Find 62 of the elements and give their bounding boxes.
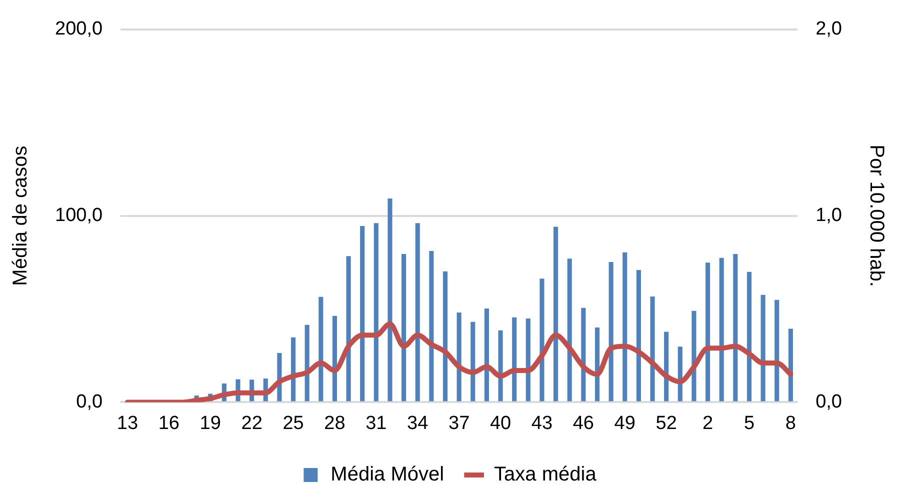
bar: [456, 312, 462, 402]
bar: [788, 328, 793, 402]
x-tick-label: 49: [614, 412, 636, 434]
x-tick-label: 8: [785, 412, 796, 434]
x-tick-label: 34: [407, 412, 429, 434]
x-tick-label: 31: [366, 412, 387, 434]
bar: [304, 324, 310, 402]
legend-label: Média Móvel: [330, 464, 444, 486]
y-tick-label: 100,0: [55, 205, 103, 226]
y2-tick-label: 2,0: [816, 18, 842, 40]
bar: [719, 258, 724, 402]
bar: [608, 262, 614, 402]
x-tick-label: 37: [448, 412, 470, 434]
bar: [554, 226, 558, 402]
x-tick-label: 13: [116, 412, 138, 434]
bar: [360, 226, 365, 402]
bar: [498, 330, 503, 402]
bar: [512, 317, 517, 402]
x-tick-label: 43: [531, 412, 553, 434]
x-tick-label: 52: [656, 412, 677, 434]
bar: [442, 271, 448, 402]
y2-tick-label: 0,0: [816, 391, 842, 412]
bar: [388, 198, 392, 402]
x-tick-label: 28: [324, 412, 346, 434]
bar: [346, 256, 351, 402]
x-tick-label: 2: [702, 412, 714, 434]
x-tick-label: 5: [744, 412, 755, 434]
bar: [636, 270, 641, 402]
bar: [402, 254, 406, 402]
bar: [594, 327, 600, 402]
y2-axis-title: Por 10.000 hab.: [865, 144, 888, 287]
bar: [526, 318, 530, 402]
x-tick-label: 16: [158, 412, 180, 434]
bar: [746, 272, 752, 402]
x-tick-label: 40: [490, 412, 512, 434]
bar: [540, 278, 544, 402]
y-tick-label: 200,0: [55, 18, 103, 40]
legend-label: Taxa média: [494, 464, 598, 486]
bar: [622, 252, 628, 402]
bar: [415, 223, 420, 402]
x-tick-label: 46: [572, 412, 594, 434]
bar: [470, 322, 476, 402]
bar: [705, 262, 710, 402]
y-axis-title: Média de casos: [10, 146, 32, 286]
bar: [484, 308, 489, 402]
x-tick-label: 25: [282, 412, 304, 434]
bar: [733, 254, 738, 402]
x-tick-label: 22: [241, 412, 262, 434]
y2-tick-label: 1,0: [816, 205, 842, 226]
bar: [760, 294, 766, 402]
bar: [429, 251, 434, 402]
bar: [318, 296, 324, 402]
bar: [290, 337, 296, 402]
bar: [374, 223, 378, 402]
bar: [650, 296, 655, 402]
bar: [664, 332, 669, 402]
bar: [332, 316, 337, 402]
y-tick-label: 0,0: [76, 391, 103, 412]
bar: [581, 308, 586, 402]
bar: [774, 300, 780, 402]
bar: [567, 258, 572, 402]
x-tick-label: 19: [200, 412, 221, 434]
